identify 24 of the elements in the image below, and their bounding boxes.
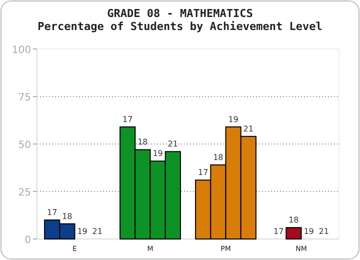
y-tick-label: 75 bbox=[18, 92, 31, 104]
chart-title: GRADE 08 - MATHEMATICS bbox=[107, 7, 253, 20]
text: 21 bbox=[243, 124, 254, 134]
text: 18 bbox=[213, 152, 224, 162]
text: 18 bbox=[288, 216, 299, 225]
bar bbox=[286, 227, 302, 240]
y-tick-label: 100 bbox=[12, 45, 31, 56]
text: 21 bbox=[92, 227, 102, 236]
series-label: 18 bbox=[62, 212, 72, 221]
y-tick-label: 25 bbox=[18, 188, 31, 198]
text: 19 bbox=[77, 227, 88, 236]
series-label: 19 bbox=[152, 149, 163, 158]
text: 17 bbox=[274, 227, 284, 236]
series-label: 17 bbox=[47, 208, 58, 217]
series-label: 21 bbox=[168, 140, 178, 149]
text: 18 bbox=[138, 138, 148, 147]
y-tick-label: 50 bbox=[18, 140, 31, 151]
text: 17 bbox=[198, 168, 208, 178]
text: 19 bbox=[228, 114, 238, 124]
y-tick-label: 0 bbox=[24, 235, 31, 246]
text: 17 bbox=[122, 114, 133, 124]
text: 19 bbox=[304, 227, 314, 236]
chart-subtitle: Percentage of Students by Achievement Level bbox=[38, 20, 322, 33]
text: 21 bbox=[318, 227, 329, 236]
